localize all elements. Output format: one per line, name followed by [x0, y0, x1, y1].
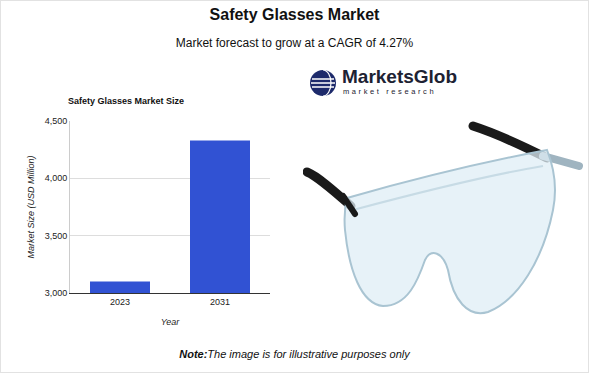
svg-text:2031: 2031: [210, 297, 230, 307]
svg-text:Safety Glasses Market Size: Safety Glasses Market Size: [68, 96, 184, 106]
svg-text:4,500: 4,500: [45, 116, 68, 126]
svg-text:3,000: 3,000: [45, 288, 68, 298]
html-text:market research: market research: [343, 87, 437, 96]
svg-text:4,000: 4,000: [45, 173, 68, 183]
html-text:Note: The image is for illustr: Note: The image is for illustrative purp…: [179, 348, 410, 360]
html-text:Market forecast to grow at a C: Market forecast to grow at a CAGR of 4.2…: [175, 36, 414, 50]
svg-text:Year: Year: [161, 317, 181, 327]
svg-text:3,500: 3,500: [45, 231, 68, 241]
svg-text:Market Size (USD Million): Market Size (USD Million): [26, 155, 36, 258]
svg-text:2023: 2023: [110, 297, 130, 307]
html-text:Safety Glasses Market: Safety Glasses Market: [209, 6, 380, 23]
html-text:MarketsGlob: MarketsGlob: [342, 66, 458, 87]
